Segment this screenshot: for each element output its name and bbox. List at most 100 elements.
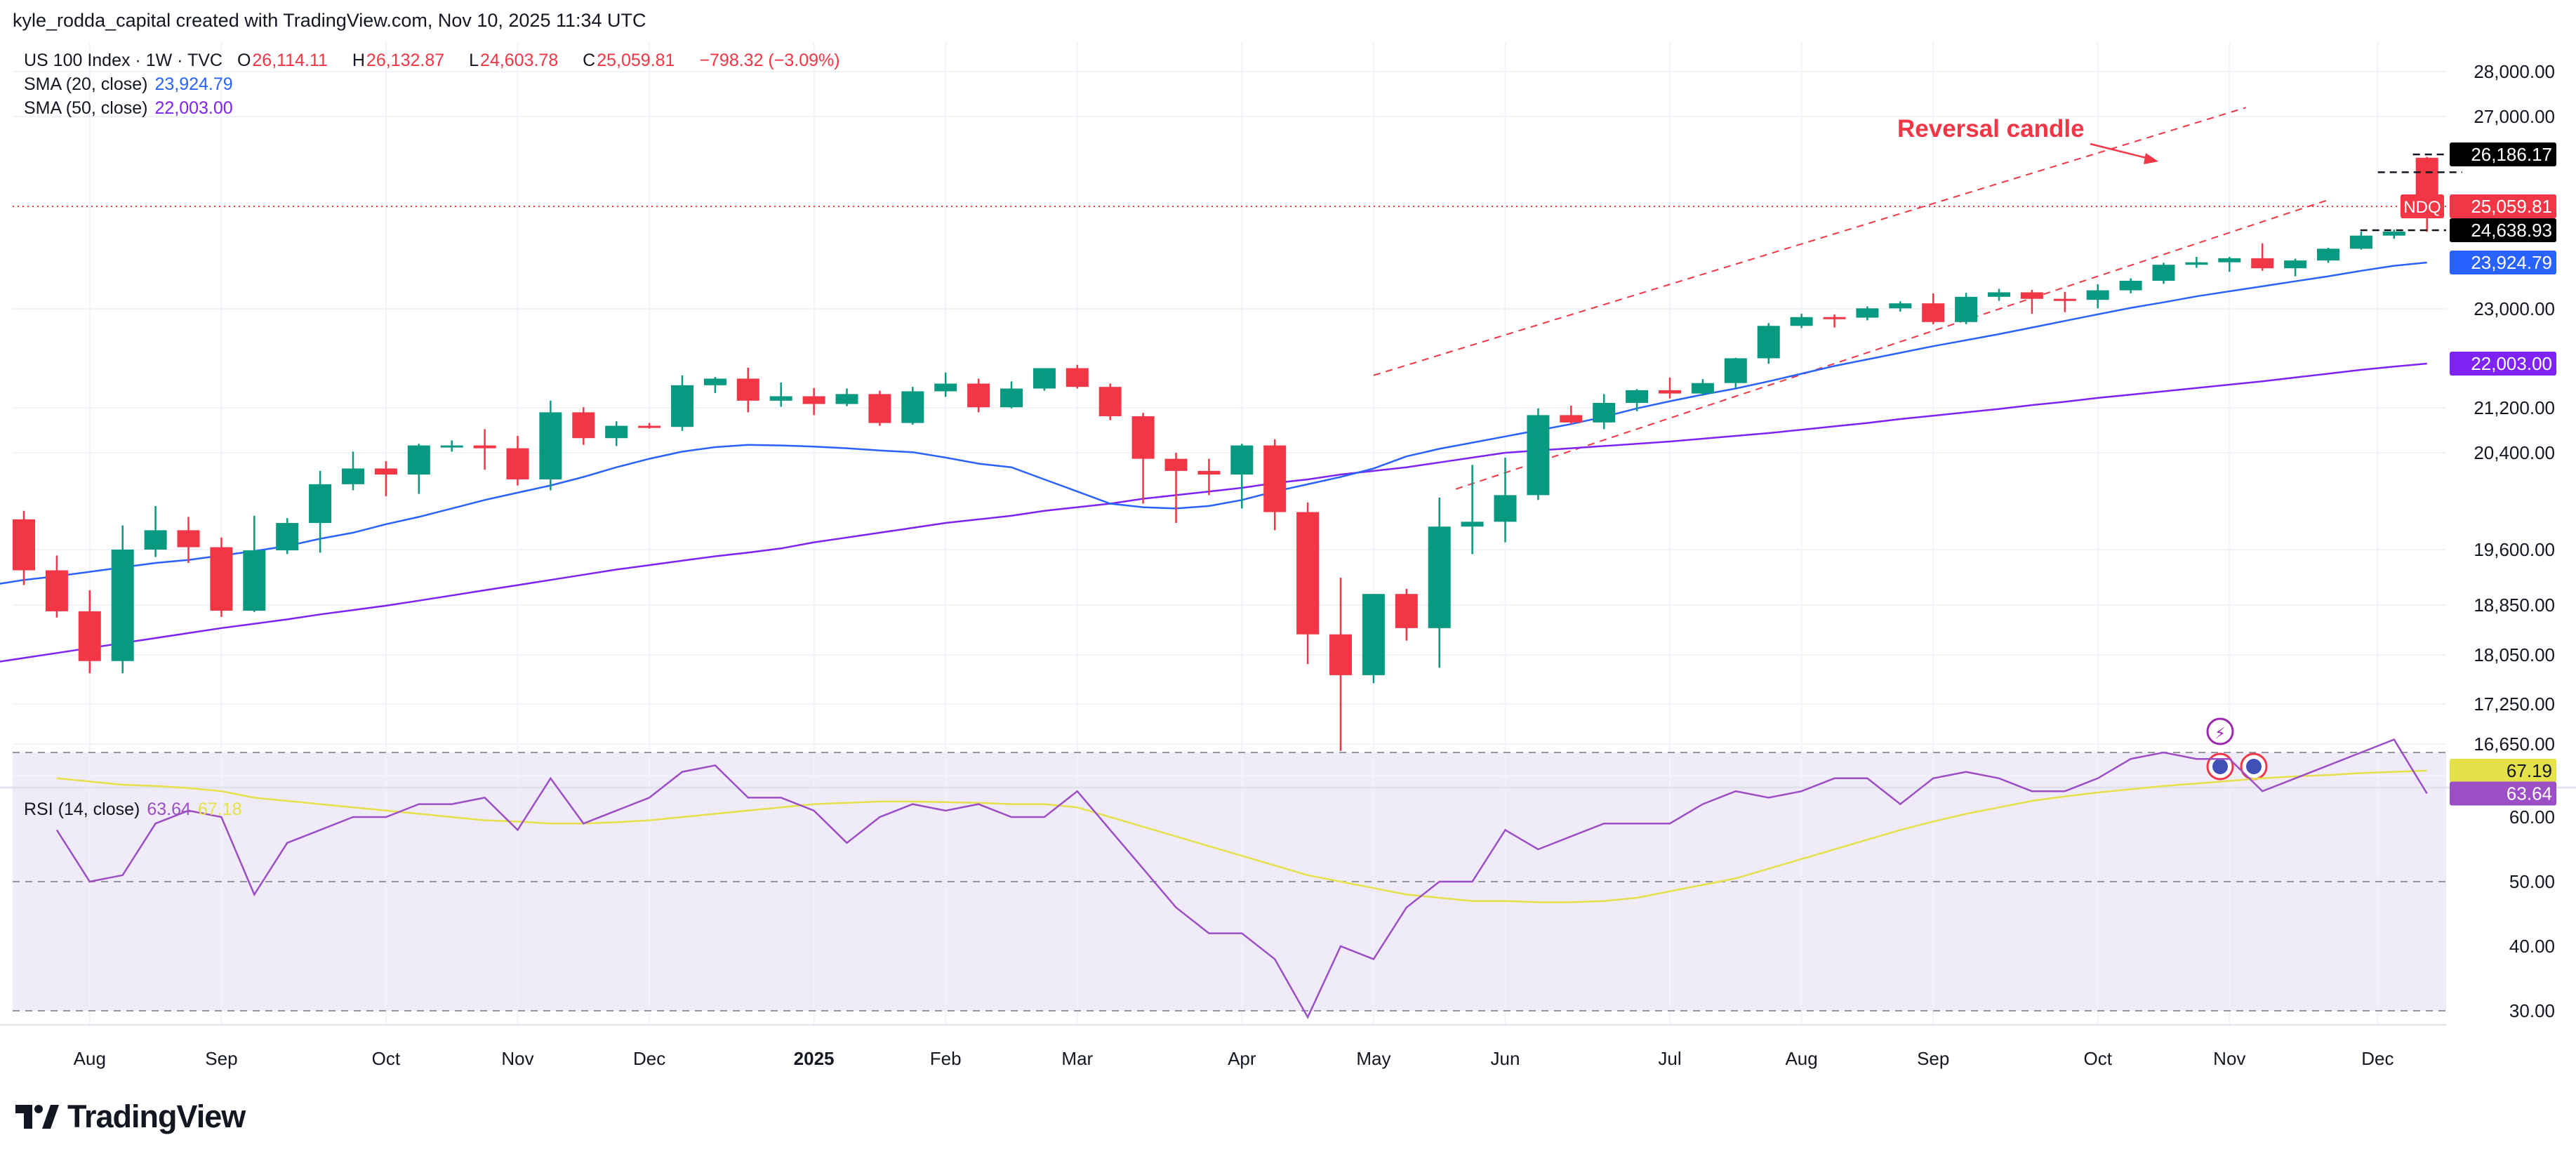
candle-body[interactable] bbox=[2251, 258, 2274, 269]
candle-body[interactable] bbox=[1626, 390, 1649, 403]
symbol-legend[interactable]: US 100 Index · 1W · TVC O26,114.11 H26,1… bbox=[24, 51, 850, 71]
time-axis-label: Mar bbox=[1061, 1048, 1093, 1069]
candle-body[interactable] bbox=[309, 484, 332, 524]
candle-body[interactable] bbox=[144, 530, 167, 550]
candle-body[interactable] bbox=[1263, 445, 1287, 512]
tradingview-logo[interactable]: TradingView bbox=[15, 1099, 246, 1135]
sma20-legend[interactable]: SMA (20, close) 23,924.79 bbox=[24, 74, 233, 95]
rsi-label: RSI (14, close) bbox=[24, 800, 140, 819]
candle-body[interactable] bbox=[177, 530, 200, 548]
candle-body[interactable] bbox=[1461, 522, 1484, 527]
candle-body[interactable] bbox=[1988, 292, 2010, 297]
candle-body[interactable] bbox=[1691, 383, 1714, 394]
annotation-text[interactable]: Reversal candle bbox=[1897, 115, 2085, 142]
rsi-legend[interactable]: RSI (14, close) 63.64 67.18 bbox=[24, 800, 241, 820]
candle-body[interactable] bbox=[276, 523, 299, 551]
candle-body[interactable] bbox=[736, 378, 759, 401]
candle-body[interactable] bbox=[1164, 458, 1188, 471]
candle-body[interactable] bbox=[1000, 388, 1023, 408]
candle-body[interactable] bbox=[901, 391, 924, 423]
candle-body[interactable] bbox=[1889, 303, 1912, 309]
candle-body[interactable] bbox=[1131, 416, 1155, 459]
us-flag-icon bbox=[2246, 759, 2262, 774]
candle-body[interactable] bbox=[1527, 415, 1550, 496]
candle-body[interactable] bbox=[473, 445, 496, 449]
candle-body[interactable] bbox=[802, 396, 825, 404]
candle-body[interactable] bbox=[1724, 358, 1747, 383]
candle-body[interactable] bbox=[2185, 262, 2208, 265]
annotation-arrow-line bbox=[2090, 142, 2150, 160]
candle-body[interactable] bbox=[1823, 317, 1846, 319]
candle-body[interactable] bbox=[2382, 231, 2405, 236]
candle-body[interactable] bbox=[1922, 303, 1945, 322]
time-axis-label: Aug bbox=[1785, 1048, 1817, 1069]
symbol-tag: NDQ bbox=[2403, 198, 2441, 217]
rsi-line bbox=[55, 738, 2428, 1019]
candle-body[interactable] bbox=[2152, 265, 2175, 281]
candle-body[interactable] bbox=[1593, 402, 1616, 423]
candle-body[interactable] bbox=[1560, 415, 1583, 423]
candle-body[interactable] bbox=[506, 448, 529, 479]
time-axis-label: Oct bbox=[372, 1048, 401, 1069]
sma50-legend[interactable]: SMA (50, close) 22,003.00 bbox=[24, 98, 233, 119]
candle-body[interactable] bbox=[243, 550, 266, 611]
symbol-name[interactable]: US 100 Index · 1W · TVC bbox=[24, 51, 223, 70]
candle-body[interactable] bbox=[605, 425, 628, 439]
candle-body[interactable] bbox=[934, 383, 957, 392]
candle-body[interactable] bbox=[78, 611, 101, 661]
candle-body[interactable] bbox=[2086, 290, 2109, 300]
candle-body[interactable] bbox=[2218, 258, 2241, 263]
candle-body[interactable] bbox=[572, 412, 595, 439]
rsi-ma-line bbox=[56, 769, 2427, 903]
candle-body[interactable] bbox=[2053, 298, 2076, 301]
candle-body[interactable] bbox=[1757, 326, 1780, 359]
candle-body[interactable] bbox=[342, 468, 364, 484]
candle-body[interactable] bbox=[671, 385, 693, 427]
rsi-axis-label: 40.00 bbox=[2509, 936, 2555, 957]
time-axis-label: Apr bbox=[1228, 1048, 1256, 1069]
event-icon[interactable] bbox=[2206, 717, 2234, 745]
candle-body[interactable] bbox=[1790, 317, 1813, 326]
candle-body[interactable] bbox=[374, 468, 397, 475]
candle-body[interactable] bbox=[111, 550, 134, 661]
candle-body[interactable] bbox=[1065, 368, 1089, 387]
candle-body[interactable] bbox=[13, 519, 35, 571]
candle-body[interactable] bbox=[1230, 445, 1254, 475]
candle-body[interactable] bbox=[638, 425, 661, 428]
candle-body[interactable] bbox=[407, 445, 430, 475]
candle-body[interactable] bbox=[210, 547, 233, 611]
candle-body[interactable] bbox=[2020, 292, 2043, 299]
sma20-price-badge: 23,924.79 bbox=[2471, 252, 2552, 273]
candle-body[interactable] bbox=[2119, 281, 2142, 291]
candle-body[interactable] bbox=[2317, 248, 2339, 261]
candle-body[interactable] bbox=[440, 445, 463, 448]
candle-body[interactable] bbox=[1659, 390, 1681, 394]
candle-body[interactable] bbox=[1098, 387, 1122, 416]
candle-body[interactable] bbox=[769, 396, 792, 401]
candle-body[interactable] bbox=[868, 394, 891, 423]
candle-body[interactable] bbox=[1395, 594, 1418, 628]
candle-body[interactable] bbox=[835, 394, 858, 404]
candle-body[interactable] bbox=[1329, 634, 1352, 675]
candle-body[interactable] bbox=[1856, 308, 1879, 318]
candle-body[interactable] bbox=[2349, 235, 2372, 249]
candle-body[interactable] bbox=[2284, 260, 2307, 269]
us-flag-icon bbox=[2212, 759, 2228, 774]
candle-body[interactable] bbox=[1197, 470, 1221, 475]
candle-body[interactable] bbox=[45, 570, 68, 611]
candle-body[interactable] bbox=[967, 383, 990, 408]
candle-body[interactable] bbox=[1033, 368, 1056, 389]
open-value: 26,114.11 bbox=[252, 51, 328, 70]
candle-body[interactable] bbox=[539, 412, 562, 479]
candle-body[interactable] bbox=[1955, 296, 1978, 322]
rsi-badge-bg bbox=[2450, 781, 2556, 806]
candle-body[interactable] bbox=[1494, 495, 1517, 522]
candle-body[interactable] bbox=[1362, 594, 1385, 675]
candle-body[interactable] bbox=[1428, 526, 1451, 628]
candle-body[interactable] bbox=[703, 378, 726, 385]
symbol-tag-bg bbox=[2401, 194, 2444, 218]
low-label: L bbox=[469, 51, 479, 70]
candle-body[interactable] bbox=[1296, 512, 1320, 635]
rsi-axis-label: 50.00 bbox=[2509, 871, 2555, 892]
